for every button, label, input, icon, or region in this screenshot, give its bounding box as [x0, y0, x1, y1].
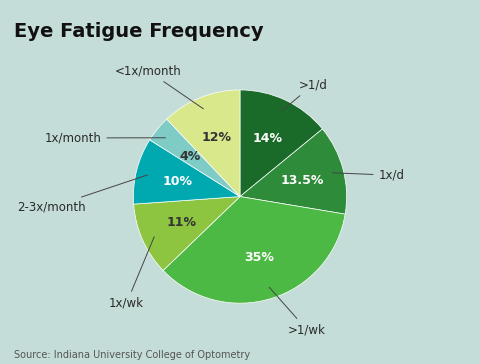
Text: 1x/d: 1x/d [332, 169, 405, 182]
Text: 1x/month: 1x/month [45, 131, 166, 145]
Text: 12%: 12% [201, 131, 231, 144]
Wedge shape [133, 140, 240, 204]
Text: >1/wk: >1/wk [269, 287, 326, 336]
Text: Source: Indiana University College of Optometry: Source: Indiana University College of Op… [14, 351, 251, 360]
Text: 2-3x/month: 2-3x/month [17, 175, 147, 214]
Wedge shape [150, 119, 240, 197]
Wedge shape [240, 129, 347, 214]
Text: <1x/month: <1x/month [115, 64, 204, 109]
Text: 13.5%: 13.5% [280, 174, 324, 187]
Text: >1/d: >1/d [282, 78, 327, 111]
Text: 35%: 35% [244, 251, 274, 264]
Wedge shape [163, 197, 345, 303]
Text: 11%: 11% [167, 216, 196, 229]
Text: 14%: 14% [252, 132, 282, 145]
Wedge shape [240, 90, 323, 197]
Text: 10%: 10% [163, 175, 193, 187]
Text: Eye Fatigue Frequency: Eye Fatigue Frequency [14, 22, 264, 41]
Text: 1x/wk: 1x/wk [109, 237, 154, 310]
Wedge shape [167, 90, 240, 197]
Wedge shape [133, 197, 240, 270]
Text: 4%: 4% [180, 150, 201, 162]
